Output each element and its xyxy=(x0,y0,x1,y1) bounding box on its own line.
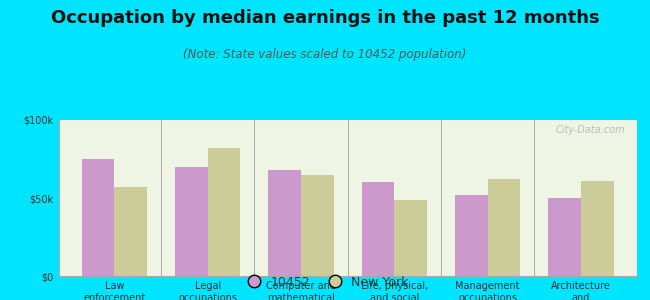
Bar xyxy=(549,198,581,276)
Bar xyxy=(208,148,240,276)
Bar xyxy=(581,181,614,276)
Bar xyxy=(395,200,427,276)
Legend: 10452, New York: 10452, New York xyxy=(237,271,413,294)
Text: Occupation by median earnings in the past 12 months: Occupation by median earnings in the pas… xyxy=(51,9,599,27)
Bar xyxy=(362,182,395,276)
Bar xyxy=(175,167,208,276)
Bar xyxy=(488,179,521,276)
Text: (Note: State values scaled to 10452 population): (Note: State values scaled to 10452 popu… xyxy=(183,48,467,61)
Bar xyxy=(301,175,333,276)
Bar xyxy=(114,187,147,276)
Bar xyxy=(268,170,301,276)
Bar xyxy=(455,195,488,276)
Bar xyxy=(82,159,114,276)
Text: City-Data.com: City-Data.com xyxy=(556,125,625,135)
